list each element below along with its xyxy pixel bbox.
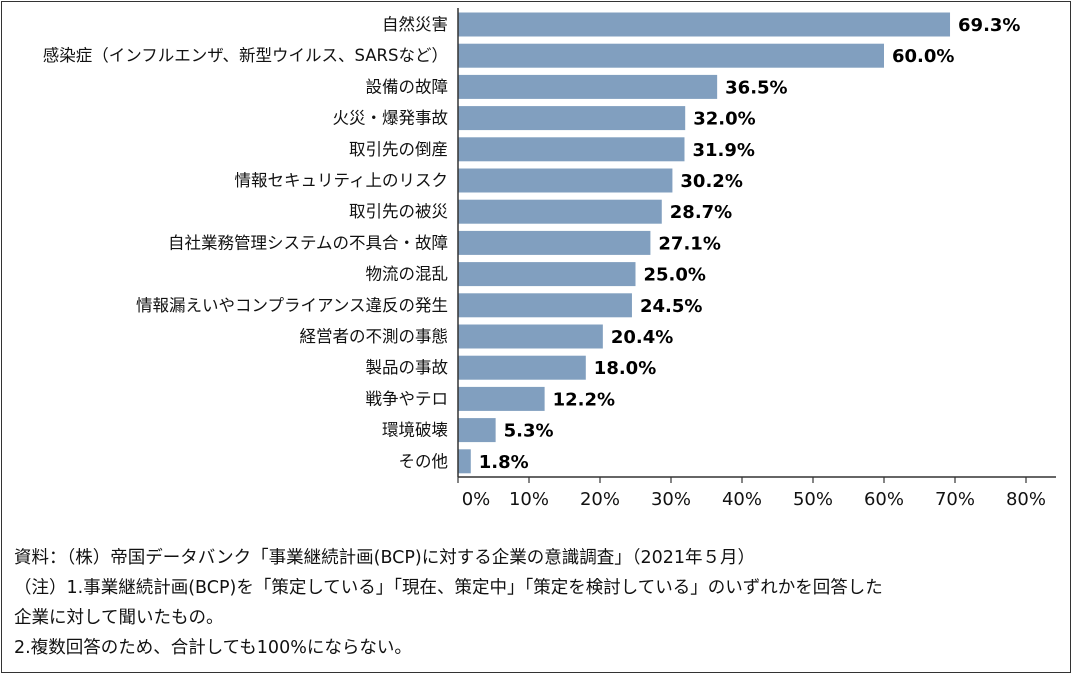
value-label-14: 5.3%: [504, 421, 554, 442]
category-label-14: 環境破壊: [382, 421, 448, 440]
bar-13: [458, 386, 545, 411]
x-tick-label-50: 50%: [793, 489, 833, 510]
x-tick-label-10: 10%: [509, 489, 549, 510]
category-label-15: その他: [399, 452, 449, 471]
category-label-5: 取引先の倒産: [349, 140, 448, 159]
value-label-15: 1.8%: [479, 452, 529, 473]
source-note: 資料：（株）帝国データバンク「事業継続計画(BCP)に対する企業の意識調査」（2…: [14, 548, 756, 568]
value-label-13: 12.2%: [553, 389, 615, 410]
value-label-9: 25.0%: [644, 265, 706, 286]
value-labels: 69.3%60.0% 36.5% 32.0% 31.9% 30.2% 28.7% 27.1%…: [479, 15, 1021, 473]
x-tick-label-60: 60%: [864, 489, 904, 510]
bar-7: [458, 199, 662, 224]
category-label-2: 感染症（インフルエンザ、新型ウイルス、SARSなど）: [43, 46, 448, 65]
category-label-7: 取引先の被災: [349, 202, 448, 221]
value-label-10: 24.5%: [640, 296, 702, 317]
category-label-11: 経営者の不測の事態: [300, 327, 449, 346]
value-label-1: 69.3%: [958, 15, 1020, 36]
bar-3: [458, 74, 718, 99]
tick-labels: 0% 10% 20% 30% 40% 50% 60% 70% 80%: [462, 489, 1046, 510]
category-label-1: 自然災害: [382, 15, 448, 34]
bar-5: [458, 137, 685, 162]
note-1-line-2: 企業に対して聞いたもの。: [14, 608, 224, 628]
bar-8: [458, 230, 651, 255]
x-tick-label-40: 40%: [722, 489, 762, 510]
bar-4: [458, 106, 686, 131]
bars-group: [458, 12, 951, 474]
bar-14: [458, 418, 496, 443]
category-label-9: 物流の混乱: [366, 265, 449, 284]
x-tick-label-80: 80%: [1006, 489, 1046, 510]
value-label-7: 28.7%: [670, 202, 732, 223]
x-tick-label-0: 0%: [462, 489, 491, 510]
note-1-line-1: （注）1.事業継続計画(BCP)を「策定している」「現在、策定中」「策定を検討し…: [14, 578, 883, 598]
category-label-3: 設備の故障: [366, 77, 449, 96]
value-label-6: 30.2%: [680, 171, 742, 192]
category-label-6: 情報セキュリティ上のリスク: [234, 171, 448, 190]
value-label-12: 18.0%: [594, 358, 656, 379]
notes: 資料：（株）帝国データバンク「事業継続計画(BCP)に対する企業の意識調査」（2…: [14, 543, 1064, 663]
category-label-4: 火災・爆発事故: [333, 109, 449, 128]
x-tick-label-70: 70%: [935, 489, 975, 510]
value-label-5: 31.9%: [692, 140, 754, 161]
bar-15: [458, 449, 471, 474]
bar-11: [458, 324, 603, 349]
bar-9: [458, 262, 636, 287]
bar-2: [458, 43, 884, 68]
axes: [457, 8, 1056, 483]
value-label-4: 32.0%: [693, 109, 755, 130]
x-tick-label-20: 20%: [580, 489, 620, 510]
category-label-12: 製品の事故: [366, 358, 449, 377]
note-2: 2.複数回答のため、合計しても100%にならない。: [14, 638, 412, 658]
x-tick-label-30: 30%: [651, 489, 691, 510]
bar-12: [458, 355, 586, 380]
bar-6: [458, 168, 673, 193]
category-label-13: 戦争やテロ: [366, 389, 449, 408]
category-label-10: 情報漏えいやコンプライアンス違反の発生: [136, 296, 448, 315]
value-label-2: 60.0%: [892, 46, 954, 67]
value-label-8: 27.1%: [658, 233, 720, 254]
value-label-11: 20.4%: [611, 327, 673, 348]
bar-1: [458, 12, 951, 37]
bar-10: [458, 293, 632, 318]
value-label-3: 36.5%: [725, 77, 787, 98]
category-label-8: 自社業務管理システムの不具合・故障: [168, 233, 448, 252]
